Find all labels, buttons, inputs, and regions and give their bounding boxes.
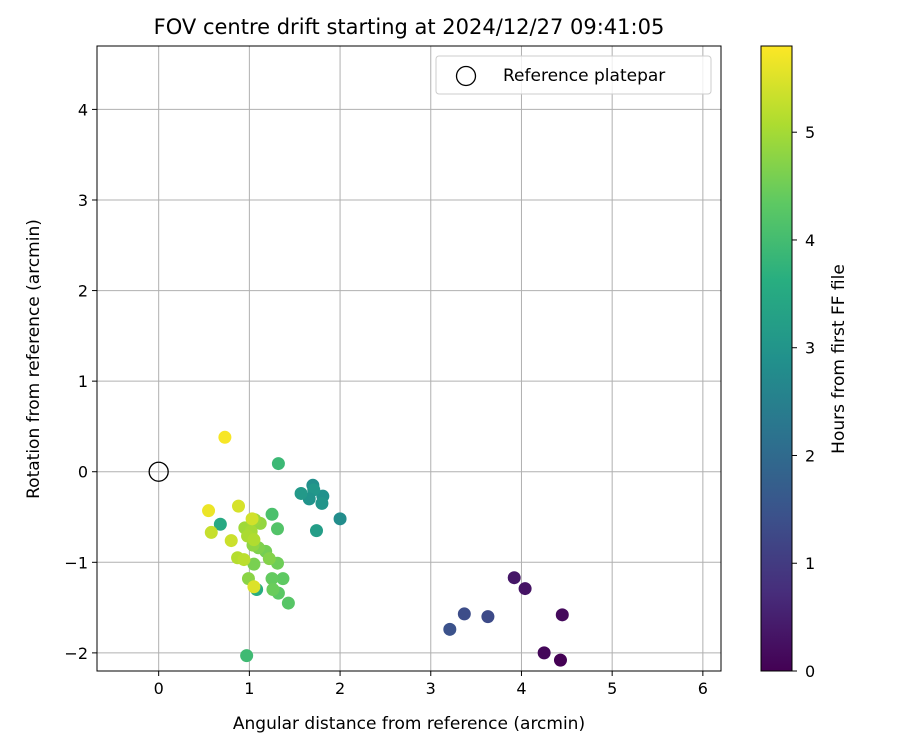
legend-reference-marker <box>455 65 477 87</box>
colorbar-gradient <box>761 46 792 671</box>
data-point <box>457 607 471 621</box>
colorbar-tick-label: 5 <box>805 123 815 142</box>
legend: Reference platepar <box>435 55 712 95</box>
x-tick-label: 1 <box>244 679 254 698</box>
data-point <box>309 524 323 538</box>
data-point <box>271 457 285 471</box>
reference-platepar-point <box>148 461 169 482</box>
x-axis-ticks: 0 1 2 3 4 5 6 <box>154 671 708 698</box>
data-point <box>555 608 569 622</box>
data-point <box>333 512 347 526</box>
x-tick-label: 3 <box>426 679 436 698</box>
x-tick-label: 4 <box>516 679 526 698</box>
x-axis-label: Angular distance from reference (arcmin) <box>233 714 585 734</box>
colorbar-label: Hours from first FF file <box>829 264 849 454</box>
data-point <box>553 653 567 667</box>
grid <box>97 46 721 671</box>
data-point <box>276 572 290 586</box>
x-tick-label: 6 <box>698 679 708 698</box>
chart-title: FOV centre drift starting at 2024/12/27 … <box>154 15 665 39</box>
reference-marker <box>148 461 169 482</box>
legend-label-reference: Reference platepar <box>503 66 665 86</box>
data-point <box>237 553 251 567</box>
y-tick-label: 1 <box>78 372 88 391</box>
data-point <box>262 552 276 566</box>
data-point <box>247 580 261 594</box>
data-point <box>224 534 238 548</box>
y-tick-label: 0 <box>78 463 88 482</box>
colorbar-tick-label: 2 <box>805 446 815 465</box>
y-tick-label: −2 <box>64 644 88 663</box>
y-tick-label: 3 <box>78 191 88 210</box>
data-point <box>294 486 308 500</box>
x-tick-label: 0 <box>154 679 164 698</box>
colorbar-tick-label: 4 <box>805 231 815 250</box>
data-point <box>218 430 232 444</box>
data-point <box>281 596 295 610</box>
data-point <box>315 496 329 510</box>
colorbar-tick-label: 0 <box>805 662 815 681</box>
data-point <box>270 522 284 536</box>
x-tick-label: 5 <box>607 679 617 698</box>
data-point <box>265 507 279 521</box>
x-tick-label: 2 <box>335 679 345 698</box>
y-axis-label: Rotation from reference (arcmin) <box>24 219 44 499</box>
y-tick-label: 4 <box>78 100 88 119</box>
data-point <box>265 572 279 586</box>
data-point <box>481 610 495 624</box>
colorbar-tick-label: 1 <box>805 554 815 573</box>
data-point <box>507 571 521 585</box>
data-point <box>231 499 245 513</box>
colorbar-tick-label: 3 <box>805 339 815 358</box>
y-axis-ticks: −2 −1 0 1 2 3 4 <box>64 100 97 663</box>
data-point <box>247 533 261 547</box>
data-point <box>266 582 280 596</box>
colorbar-frame <box>760 45 793 672</box>
data-point <box>204 525 218 539</box>
data-point <box>537 646 551 660</box>
colorbar: 0 1 2 3 4 5 Hours from first FF file <box>760 45 849 681</box>
legend-box <box>435 55 712 95</box>
y-tick-label: −1 <box>64 553 88 572</box>
data-point <box>202 504 216 518</box>
data-point <box>213 517 227 531</box>
data-points <box>202 430 569 667</box>
data-point <box>240 649 254 663</box>
y-tick-label: 2 <box>78 282 88 301</box>
colorbar-ticks: 0 1 2 3 4 5 <box>792 123 815 681</box>
plot-frame <box>96 45 722 672</box>
data-point <box>443 622 457 636</box>
data-point <box>518 582 532 596</box>
data-point <box>247 557 261 571</box>
data-point <box>245 512 259 526</box>
